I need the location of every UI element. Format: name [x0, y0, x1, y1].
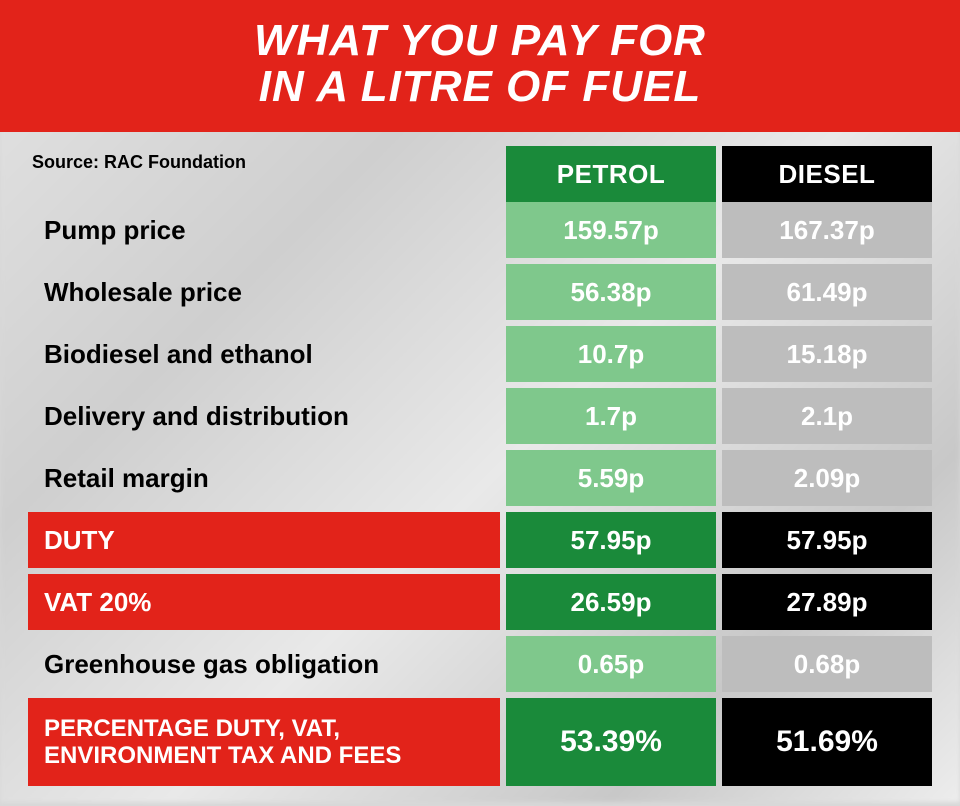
table-row: Wholesale price56.38p61.49p	[28, 264, 932, 320]
header-spacer	[28, 146, 500, 202]
summary-label-line-1: PERCENTAGE DUTY, VAT,	[44, 715, 401, 743]
petrol-value: 0.65p	[506, 636, 716, 692]
diesel-value: 61.49p	[722, 264, 932, 320]
row-label: DUTY	[28, 512, 500, 568]
diesel-column-header: DIESEL	[722, 146, 932, 202]
row-label: Retail margin	[28, 450, 500, 506]
petrol-value: 10.7p	[506, 326, 716, 382]
petrol-value: 57.95p	[506, 512, 716, 568]
table-row: Pump price159.57p167.37p	[28, 202, 932, 258]
table-row: DUTY57.95p57.95p	[28, 512, 932, 568]
summary-label: PERCENTAGE DUTY, VAT, ENVIRONMENT TAX AN…	[28, 698, 500, 786]
diesel-value: 15.18p	[722, 326, 932, 382]
table-row: VAT 20%26.59p27.89p	[28, 574, 932, 630]
row-label: Wholesale price	[28, 264, 500, 320]
title-line-1: WHAT YOU PAY FOR	[20, 18, 940, 64]
row-label: VAT 20%	[28, 574, 500, 630]
summary-label-line-2: ENVIRONMENT TAX AND FEES	[44, 742, 401, 770]
petrol-value: 26.59p	[506, 574, 716, 630]
diesel-value: 2.1p	[722, 388, 932, 444]
infographic-title: WHAT YOU PAY FOR IN A LITRE OF FUEL	[0, 0, 960, 132]
data-rows: Pump price159.57p167.37pWholesale price5…	[28, 202, 932, 692]
petrol-value: 159.57p	[506, 202, 716, 258]
table-row: Delivery and distribution1.7p2.1p	[28, 388, 932, 444]
row-label: Greenhouse gas obligation	[28, 636, 500, 692]
diesel-value: 57.95p	[722, 512, 932, 568]
diesel-value: 2.09p	[722, 450, 932, 506]
summary-row: PERCENTAGE DUTY, VAT, ENVIRONMENT TAX AN…	[28, 698, 932, 786]
row-label: Delivery and distribution	[28, 388, 500, 444]
table-row: Retail margin5.59p2.09p	[28, 450, 932, 506]
diesel-value: 0.68p	[722, 636, 932, 692]
column-headers: PETROL DIESEL	[28, 146, 932, 202]
table-row: Greenhouse gas obligation0.65p0.68p	[28, 636, 932, 692]
content-area: Source: RAC Foundation PETROL DIESEL Pum…	[0, 132, 960, 806]
petrol-column-header: PETROL	[506, 146, 716, 202]
table-row: Biodiesel and ethanol10.7p15.18p	[28, 326, 932, 382]
title-line-2: IN A LITRE OF FUEL	[20, 64, 940, 110]
row-label: Biodiesel and ethanol	[28, 326, 500, 382]
petrol-value: 56.38p	[506, 264, 716, 320]
row-label: Pump price	[28, 202, 500, 258]
petrol-value: 1.7p	[506, 388, 716, 444]
diesel-value: 167.37p	[722, 202, 932, 258]
diesel-value: 27.89p	[722, 574, 932, 630]
summary-petrol-value: 53.39%	[506, 698, 716, 786]
summary-diesel-value: 51.69%	[722, 698, 932, 786]
petrol-value: 5.59p	[506, 450, 716, 506]
